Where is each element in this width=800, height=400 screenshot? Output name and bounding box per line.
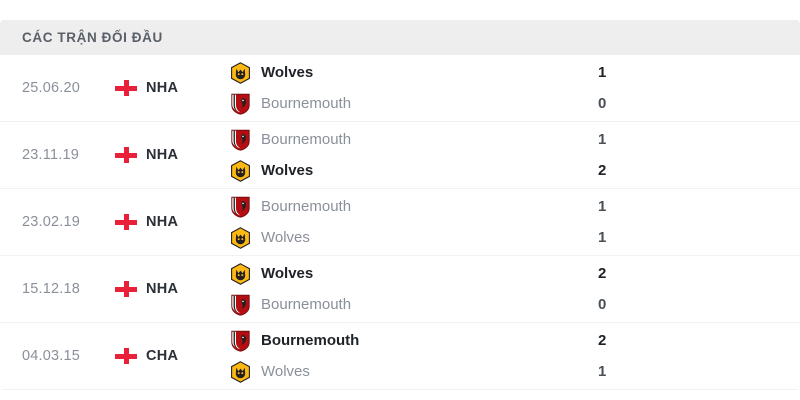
england-flag-icon	[115, 147, 137, 163]
england-flag-icon	[115, 214, 137, 230]
home-score: 1	[598, 64, 607, 81]
home-team[interactable]: Bournemouth	[230, 129, 580, 151]
away-team[interactable]: Wolves	[230, 159, 580, 182]
away-score: 2	[598, 162, 607, 179]
england-flag-icon	[115, 348, 137, 364]
match-list: 25.06.20 NHA Wolves Bournemouth 1 0 23.11.19 NH…	[0, 55, 800, 390]
competition-cell: NHA	[115, 80, 220, 96]
home-score: 2	[598, 265, 607, 282]
match-date: 04.03.15	[22, 348, 81, 364]
competition-cell: NHA	[115, 147, 220, 163]
home-score: 1	[598, 198, 607, 215]
home-team-name: Wolves	[261, 265, 314, 282]
wolves-logo	[231, 226, 250, 249]
competition-label: CHA	[146, 348, 179, 364]
teams-cell: Bournemouth Wolves	[220, 196, 580, 249]
away-score: 1	[598, 363, 607, 380]
bournemouth-logo	[231, 93, 250, 115]
wolves-logo	[231, 61, 250, 84]
away-team-name: Wolves	[261, 229, 310, 246]
wolves-logo	[231, 360, 250, 383]
home-team-name: Bournemouth	[261, 198, 352, 215]
home-team-name: Bournemouth	[261, 332, 360, 349]
table-row[interactable]: 25.06.20 NHA Wolves Bournemouth 1 0	[0, 55, 800, 122]
away-team-name: Wolves	[261, 162, 314, 179]
home-team-name: Wolves	[261, 64, 314, 81]
home-team[interactable]: Wolves	[230, 262, 580, 285]
away-team[interactable]: Bournemouth	[230, 93, 580, 115]
away-team-name: Bournemouth	[261, 95, 352, 112]
match-date: 23.11.19	[22, 147, 79, 163]
england-flag-icon	[115, 281, 137, 297]
away-team-name: Bournemouth	[261, 296, 352, 313]
wolves-logo	[231, 262, 250, 285]
match-date: 15.12.18	[22, 281, 81, 297]
competition-label: NHA	[146, 147, 179, 163]
teams-cell: Wolves Bournemouth	[220, 61, 580, 115]
competition-cell: NHA	[115, 281, 220, 297]
bournemouth-logo	[231, 196, 250, 218]
head-to-head-card: CÁC TRẬN ĐỐI ĐẦU 25.06.20 NHA Wolves Bourne…	[0, 20, 800, 390]
away-score: 1	[598, 229, 607, 246]
table-row[interactable]: 15.12.18 NHA Wolves Bournemouth 2 0	[0, 256, 800, 323]
home-score: 2	[598, 332, 607, 349]
away-team-name: Wolves	[261, 363, 310, 380]
table-row[interactable]: 04.03.15 CHA Bournemouth Wolves 2 1	[0, 323, 800, 390]
bournemouth-logo	[231, 330, 250, 352]
match-date: 23.02.19	[22, 214, 81, 230]
away-team[interactable]: Bournemouth	[230, 294, 580, 316]
england-flag-icon	[115, 80, 137, 96]
match-date: 25.06.20	[22, 80, 81, 96]
competition-label: NHA	[146, 214, 179, 230]
table-row[interactable]: 23.02.19 NHA Bournemouth Wolves 1 1	[0, 189, 800, 256]
table-row[interactable]: 23.11.19 NHA Bournemouth Wolves 1 2	[0, 122, 800, 189]
competition-cell: NHA	[115, 214, 220, 230]
competition-label: NHA	[146, 80, 179, 96]
away-team[interactable]: Wolves	[230, 360, 580, 383]
home-score: 1	[598, 131, 607, 148]
home-team[interactable]: Bournemouth	[230, 196, 580, 218]
teams-cell: Bournemouth Wolves	[220, 129, 580, 182]
away-score: 0	[598, 296, 607, 313]
home-team[interactable]: Bournemouth	[230, 330, 580, 352]
wolves-logo	[231, 159, 250, 182]
away-score: 0	[598, 95, 607, 112]
bournemouth-logo	[231, 129, 250, 151]
teams-cell: Bournemouth Wolves	[220, 330, 580, 383]
away-team[interactable]: Wolves	[230, 226, 580, 249]
teams-cell: Wolves Bournemouth	[220, 262, 580, 316]
competition-label: NHA	[146, 281, 179, 297]
home-team[interactable]: Wolves	[230, 61, 580, 84]
bournemouth-logo	[231, 294, 250, 316]
page-title: CÁC TRẬN ĐỐI ĐẦU	[22, 30, 163, 45]
home-team-name: Bournemouth	[261, 131, 352, 148]
competition-cell: CHA	[115, 348, 220, 364]
card-header: CÁC TRẬN ĐỐI ĐẦU	[0, 20, 800, 55]
